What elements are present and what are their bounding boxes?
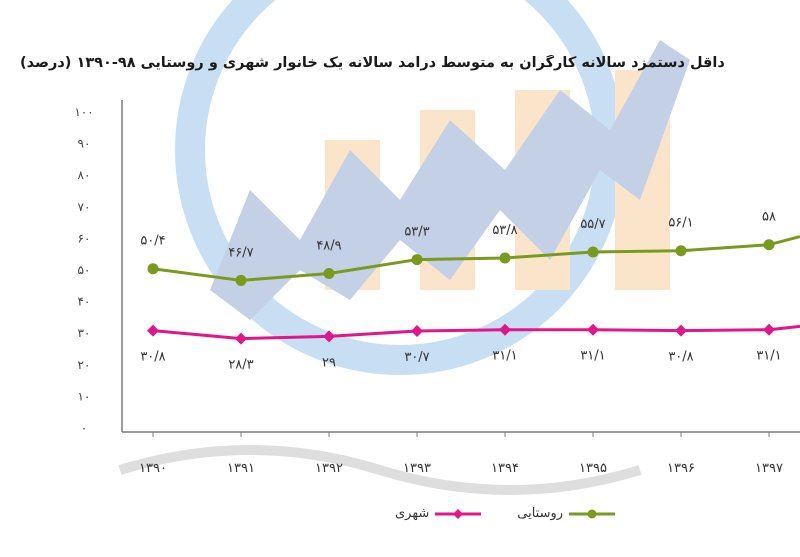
data-label-urban: ۳۱/۱ — [492, 349, 517, 364]
x-tick-label: ۱۳۹۶ — [667, 461, 695, 476]
y-tick-label: ۰ — [81, 421, 87, 435]
data-point-urban — [675, 324, 687, 337]
x-tick-label: ۱۳۹۰ — [139, 461, 167, 476]
y-tick-label: ۱۰۰ — [74, 105, 93, 119]
data-label-rural: ۴۶/۷ — [228, 245, 253, 260]
data-label-rural: ۵۳/۳ — [404, 225, 429, 240]
y-tick-label: ۵۰ — [78, 263, 91, 277]
y-tick-label: ۶۰ — [78, 231, 91, 245]
chart-title: داقل دستمزد سالانه کارگران به متوسط درآم… — [20, 55, 725, 71]
data-label-rural: ۵۶/۱ — [668, 216, 693, 231]
data-point-rural — [763, 239, 775, 251]
y-tick-label: ۹۰ — [78, 137, 91, 151]
y-tick-label: ۲۰ — [78, 358, 91, 372]
y-tick-label: ۷۰ — [78, 200, 91, 214]
data-label-rural: ۵۳/۸ — [492, 223, 517, 238]
data-point-urban — [147, 324, 159, 337]
data-label-rural: ۴۸/۹ — [316, 238, 341, 253]
data-label-rural: ۵۰/۴ — [140, 234, 165, 249]
legend-swatch-urban — [435, 508, 482, 519]
legend-swatch-rural — [569, 509, 616, 518]
data-point-urban — [411, 324, 423, 337]
data-point-rural — [147, 263, 159, 275]
data-label-urban: ۲۹ — [322, 355, 336, 370]
data-point-urban — [587, 323, 599, 336]
data-label-urban: ۳۱/۱ — [580, 349, 605, 364]
data-point-urban — [235, 332, 247, 345]
data-label-rural: ۵۸ — [762, 210, 776, 225]
data-label-urban: ۳۱/۱ — [756, 349, 781, 364]
series-line-urban — [152, 324, 800, 341]
data-point-rural — [323, 267, 335, 279]
data-point-urban — [763, 323, 775, 336]
data-point-rural — [411, 254, 423, 266]
data-label-urban: ۳۰/۸ — [668, 350, 693, 365]
data-point-rural — [675, 245, 687, 257]
data-point-urban — [499, 323, 511, 336]
x-tick-label: ۱۳۹۲ — [315, 461, 343, 476]
y-tick-label: ۸۰ — [78, 168, 91, 182]
y-tick-label: ۱۰ — [78, 389, 91, 403]
data-label-urban: ۳۰/۷ — [404, 350, 429, 365]
legend-label-urban: شهری — [395, 506, 430, 521]
data-label-urban: ۲۸/۳ — [228, 358, 253, 373]
data-point-rural — [499, 252, 511, 264]
x-tick-label: ۱۳۹۵ — [579, 461, 607, 476]
legend-item-rural: روستایی — [517, 506, 616, 521]
y-tick-label: ۴۰ — [78, 295, 91, 309]
x-tick-label: ۱۳۹۴ — [491, 461, 519, 476]
y-tick-label: ۳۰ — [78, 326, 91, 340]
x-tick-label: ۱۳۹۱ — [227, 461, 255, 476]
data-point-rural — [235, 274, 247, 286]
data-point-urban — [323, 330, 335, 343]
data-label-rural: ۵۵/۷ — [580, 217, 605, 232]
data-label-urban: ۳۰/۸ — [140, 350, 165, 365]
legend-label-rural: روستایی — [517, 506, 564, 521]
legend-item-urban: شهری — [395, 506, 482, 521]
x-tick-label: ۱۳۹۷ — [755, 461, 783, 476]
chart-legend: روستایی شهری — [395, 506, 616, 521]
x-tick-label: ۱۳۹۳ — [403, 461, 431, 476]
data-point-rural — [587, 246, 599, 258]
